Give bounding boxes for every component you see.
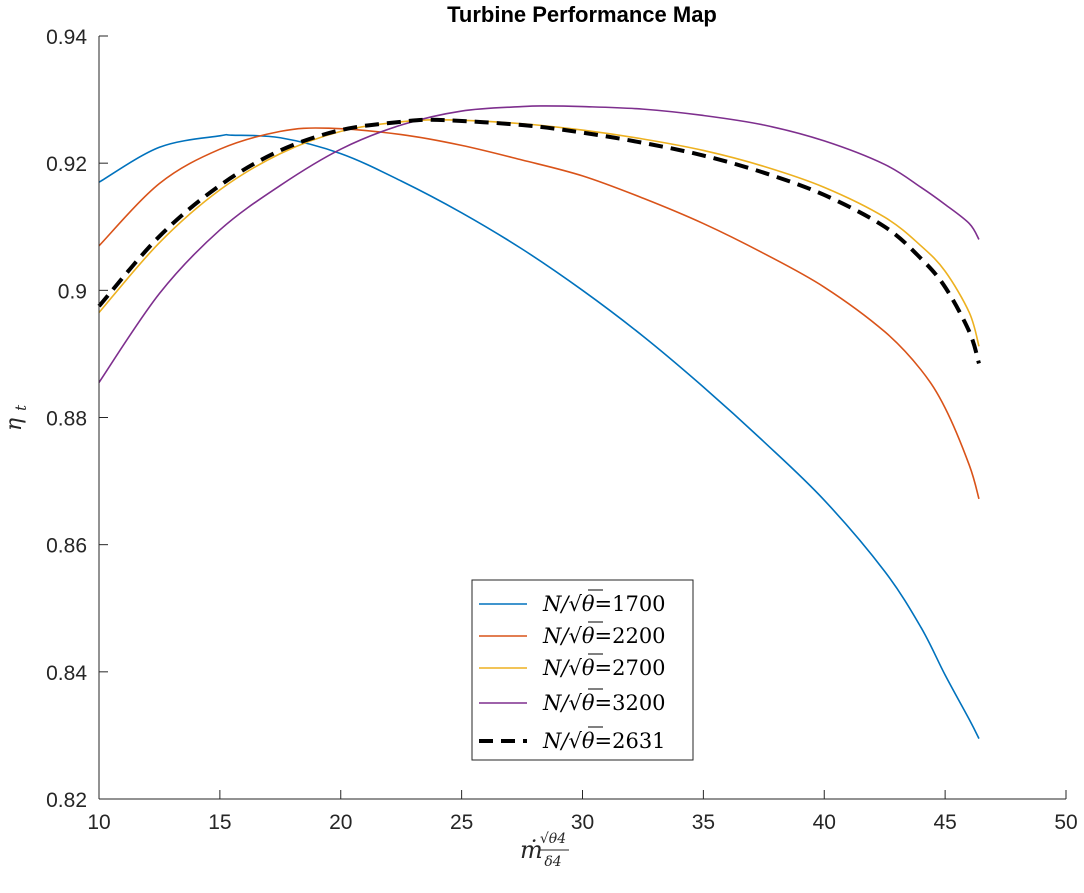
y-tick-label: 0.86	[46, 535, 87, 558]
y-tick-label: 0.94	[46, 26, 87, 49]
legend-label: N/√θ=3200	[542, 691, 666, 715]
y-tick-label: 0.84	[46, 662, 87, 685]
legend-label: N/√θ=1700	[542, 592, 666, 616]
y-axis-label: η t	[2, 404, 30, 431]
svg-text:η t: η t	[2, 404, 30, 431]
x-tick-label: 10	[87, 811, 110, 834]
series-layer	[97, 105, 981, 739]
legend-items: N/√θ=1700 N/√θ=2200 N/√θ=2700 N/√θ=3200 N/√θ…	[479, 589, 666, 753]
y-tick-label: 0.88	[46, 408, 87, 431]
y-tick-label: 0.92	[46, 153, 87, 176]
legend-box	[471, 579, 694, 761]
series-line-2631	[97, 117, 981, 365]
x-tick-label: 20	[329, 811, 352, 834]
series-line-1700	[98, 133, 980, 739]
x-tick-label: 25	[450, 811, 473, 834]
x-tick-label: 35	[692, 811, 715, 834]
legend-label: N/√θ=2631	[542, 729, 666, 753]
x-axis-label-numerator: √θ4	[540, 831, 566, 847]
chart-title: Turbine Performance Map	[447, 2, 717, 27]
x-tick-label: 15	[208, 811, 231, 834]
x-tick-label: 50	[1054, 811, 1077, 834]
x-axis-label: ṁ √θ4 δ4	[520, 831, 569, 870]
x-tick-label: 45	[933, 811, 956, 834]
series-line-2700	[98, 119, 980, 347]
legend-label: N/√θ=2200	[542, 624, 666, 648]
y-ticks: 0.82 0.84 0.86 0.88 0.9 0.92 0.94	[46, 26, 108, 812]
series-line-2200	[98, 127, 980, 500]
x-ticks: 10 15 20 25 30 35 40 45 50	[87, 790, 1078, 834]
y-axis-label-text: η	[2, 418, 27, 431]
legend-label: N/√θ=2700	[542, 656, 666, 680]
y-tick-label: 0.9	[58, 280, 87, 303]
series-line-3200	[98, 105, 980, 383]
legend: N/√θ=1700 N/√θ=2200 N/√θ=2700 N/√θ=3200 N/√θ…	[471, 579, 694, 761]
y-tick-label: 0.82	[46, 789, 87, 812]
x-tick-label: 40	[813, 811, 836, 834]
y-axis-label-subscript: t	[12, 404, 30, 411]
x-tick-label: 30	[571, 811, 594, 834]
x-axis-label-main: ṁ	[520, 836, 543, 864]
x-axis-label-denominator: δ4	[544, 854, 561, 870]
